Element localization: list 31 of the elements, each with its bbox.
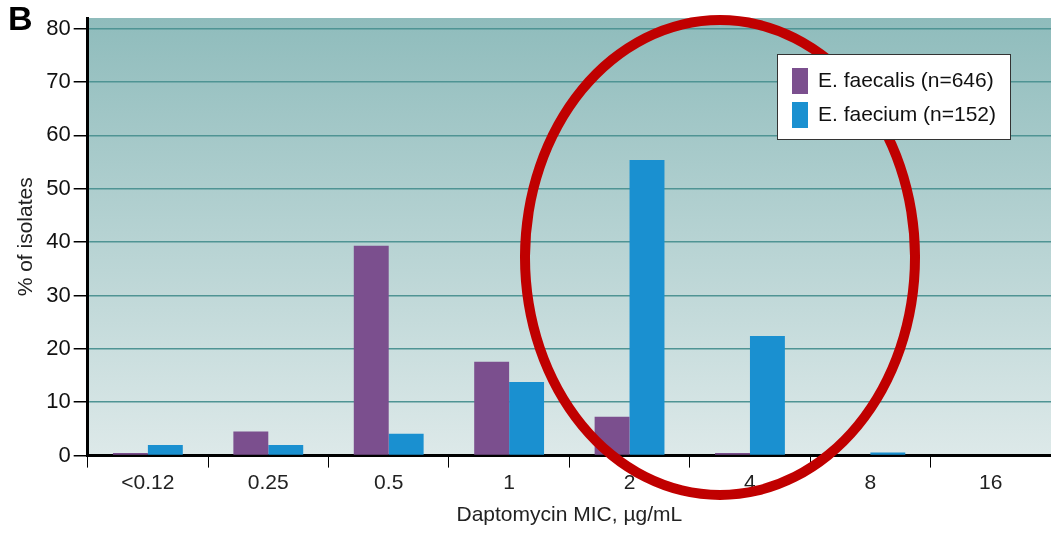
legend-label: E. faecalis (n=646) xyxy=(818,68,994,91)
bar xyxy=(233,431,269,455)
bar xyxy=(353,245,389,455)
text: B xyxy=(8,0,33,38)
y-tick-label: 60 xyxy=(46,121,71,147)
x-tick-label: 8 xyxy=(864,470,877,493)
y-tick-label: 30 xyxy=(46,281,71,307)
bar xyxy=(474,361,510,455)
y-tick-label: 70 xyxy=(46,68,71,94)
bar xyxy=(147,444,183,455)
y-tick-label: 20 xyxy=(46,334,71,360)
y-axis-title: % of isolates xyxy=(13,177,37,297)
x-tick-label: 1 xyxy=(503,470,515,493)
x-tick-label: 0.25 xyxy=(247,470,289,493)
y-tick-label: 0 xyxy=(58,441,71,467)
y-tick-label: 10 xyxy=(46,388,71,414)
bar xyxy=(749,336,785,455)
y-tick-label: 40 xyxy=(46,228,71,254)
bar xyxy=(388,433,424,455)
bar xyxy=(870,452,906,455)
bar xyxy=(268,444,304,455)
x-tick-label: 0.5 xyxy=(374,470,404,493)
legend-label: E. faecium (n=152) xyxy=(818,102,997,125)
y-tick-label: 50 xyxy=(46,174,71,200)
x-tick-label: 2 xyxy=(623,470,636,493)
bar xyxy=(509,381,545,455)
x-axis-title: Daptomycin MIC, µg/mL xyxy=(456,502,683,526)
y-tick-label: 80 xyxy=(46,14,71,40)
bar xyxy=(629,159,665,455)
x-tick-label: <0.12 xyxy=(121,470,175,493)
x-tick-label: 16 xyxy=(979,470,1003,493)
